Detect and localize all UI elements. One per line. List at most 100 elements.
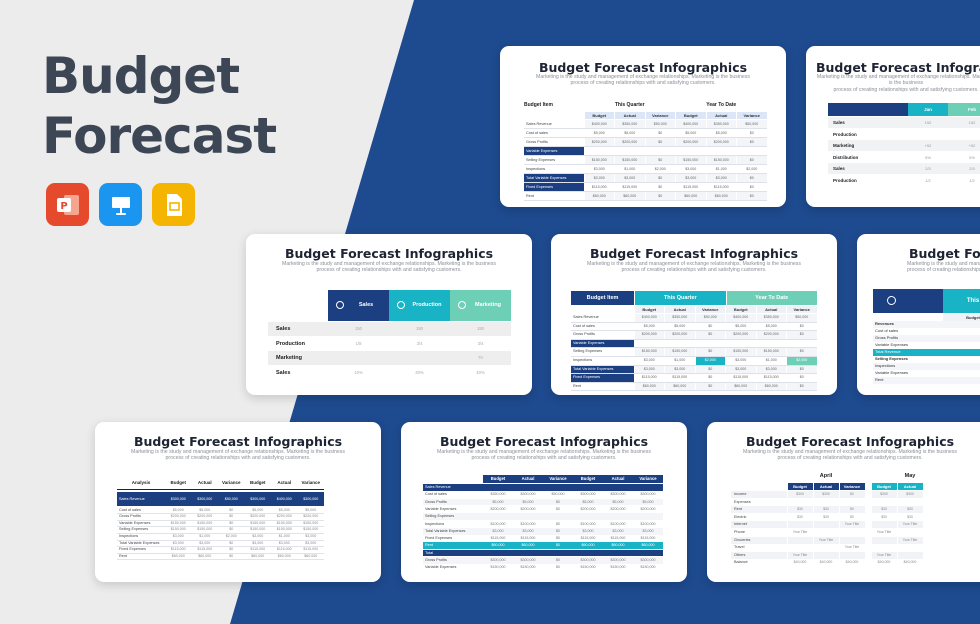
table-cell: [513, 550, 543, 557]
table-cell: $115,000: [520, 536, 536, 541]
table-cell: $1,000: [278, 534, 290, 538]
table-cell: $0: [556, 521, 560, 526]
table-row: [423, 520, 663, 528]
row-label: Inspections: [119, 534, 139, 538]
table-cell: $0: [645, 174, 675, 182]
col-subheader: Budget: [634, 306, 664, 313]
table-cell: $5,000: [492, 499, 504, 504]
col-subheader: Budget: [584, 112, 614, 119]
table-cell: [483, 550, 513, 557]
table-cell: $300,000: [170, 497, 186, 501]
hero-title-line2: Forecast: [42, 107, 277, 165]
card-title: Budget Forecast Infographics: [745, 434, 955, 449]
table-cell: $40,000: [813, 559, 839, 567]
hero-title: Budget Forecast: [42, 46, 277, 166]
table-cell: $5,000: [252, 507, 264, 512]
table-cell: $60,000: [304, 553, 318, 558]
google-slides-icon: [152, 183, 195, 226]
table-cell: $60,000: [665, 382, 695, 391]
table-row: [828, 174, 980, 186]
card-subtitle: Marketing is the study and management of…: [131, 449, 345, 462]
table-cell: $200,000: [580, 506, 596, 511]
table-row: [268, 365, 511, 380]
row-divider: [117, 552, 324, 554]
table-cell: [513, 513, 543, 520]
table-cell: $200,000: [640, 506, 656, 511]
table-row: [873, 363, 980, 370]
table-cell: $50,000: [787, 314, 817, 322]
table-cell: [726, 339, 756, 348]
col-header-year-to-date: Year To Date: [726, 291, 817, 305]
table-cell: $115,000: [706, 183, 736, 191]
table-cell: $0: [787, 374, 817, 382]
table-cell: $100,000: [610, 521, 626, 526]
table-row: [423, 505, 663, 513]
slide-card-5[interactable]: Budget Forecast Infographics Marketing i…: [857, 234, 980, 395]
col-subheader: Budget: [871, 483, 897, 490]
chart-icon: [458, 301, 466, 309]
table-cell: $30: [871, 513, 897, 521]
keynote-icon: [99, 183, 142, 226]
col-header: Variance: [221, 480, 241, 485]
slide-card-4[interactable]: Budget Forecast Infographics Marketing i…: [551, 234, 837, 395]
table-cell: $200,000: [250, 514, 266, 519]
table-cell: [787, 339, 817, 348]
table-cell: $200,000: [706, 138, 736, 146]
col-header-this: This: [943, 289, 980, 313]
table-cell: [573, 550, 603, 557]
table-cell: $2,000: [225, 534, 237, 538]
table-cell: $115,000: [580, 536, 596, 541]
table-cell: [871, 536, 897, 544]
table-cell: [787, 498, 813, 506]
card-title: Budget Forecast Infographics: [909, 246, 980, 261]
card-title: Budget Forecast Infographics: [816, 60, 980, 75]
table-cell: $5,000: [665, 322, 695, 331]
table-cell: 152: [968, 120, 976, 125]
row-label: Gross Profits: [875, 335, 899, 340]
table-cell: [908, 129, 948, 140]
table-cell: $60,000: [634, 382, 664, 391]
slide-card-6[interactable]: Budget Forecast Infographics Marketing i…: [95, 422, 381, 582]
table-cell: $60,000: [584, 192, 614, 200]
table-cell: [634, 339, 664, 348]
table-cell: $350,000: [706, 120, 736, 128]
table-cell: $50,000: [737, 120, 767, 128]
table-cell: $150,000: [303, 527, 319, 532]
row-divider: [571, 356, 817, 357]
table-cell: 150: [477, 326, 484, 331]
col-subheader: Budget: [943, 314, 980, 321]
slide-card-2[interactable]: Budget Forecast Infographics Marketing i…: [806, 46, 980, 207]
slide-card-8[interactable]: Budget Forecast Infographics Marketing i…: [707, 422, 980, 582]
table-row: [423, 542, 663, 550]
table-cell: $0: [556, 536, 560, 541]
table-cell: $60,000: [491, 543, 505, 548]
row-label: Gross Profits: [119, 514, 141, 519]
table-cell: 10%: [354, 369, 363, 375]
slide-card-3[interactable]: Budget Forecast Infographics Marketing i…: [246, 234, 532, 395]
table-cell: $60,000: [171, 553, 185, 558]
table-cell: $200,000: [170, 514, 186, 519]
table-cell: $3,000: [726, 357, 756, 365]
table-cell: $400,000: [634, 314, 664, 322]
row-label: Cost of sales: [119, 507, 141, 512]
card-title: Budget Forecast Infographics: [284, 246, 494, 261]
table-cell: [813, 521, 839, 529]
table-cell: [839, 551, 865, 559]
slide-card-7[interactable]: Budget Forecast Infographics Marketing i…: [401, 422, 687, 582]
row-divider: [117, 532, 324, 534]
table-cell: [665, 339, 695, 348]
row-label: Selling Expenses: [875, 356, 908, 361]
table-cell: $0: [737, 174, 767, 182]
card-subtitle: Marketing is the study and management of…: [743, 449, 957, 462]
col-header: Actual: [521, 476, 535, 481]
table-cell: $300: [871, 491, 897, 498]
table-cell: $115,000: [676, 183, 706, 191]
slide-card-1[interactable]: Budget Forecast Infographics Marketing i…: [500, 46, 786, 207]
table-cell: $150,000: [276, 527, 292, 532]
table-cell: $2,000: [695, 357, 725, 365]
table-cell: $350,000: [615, 120, 645, 128]
row-divider: [571, 330, 817, 331]
table-cell: [483, 513, 513, 520]
row-label: Marketing: [833, 143, 855, 148]
chart-icon: [336, 301, 344, 309]
